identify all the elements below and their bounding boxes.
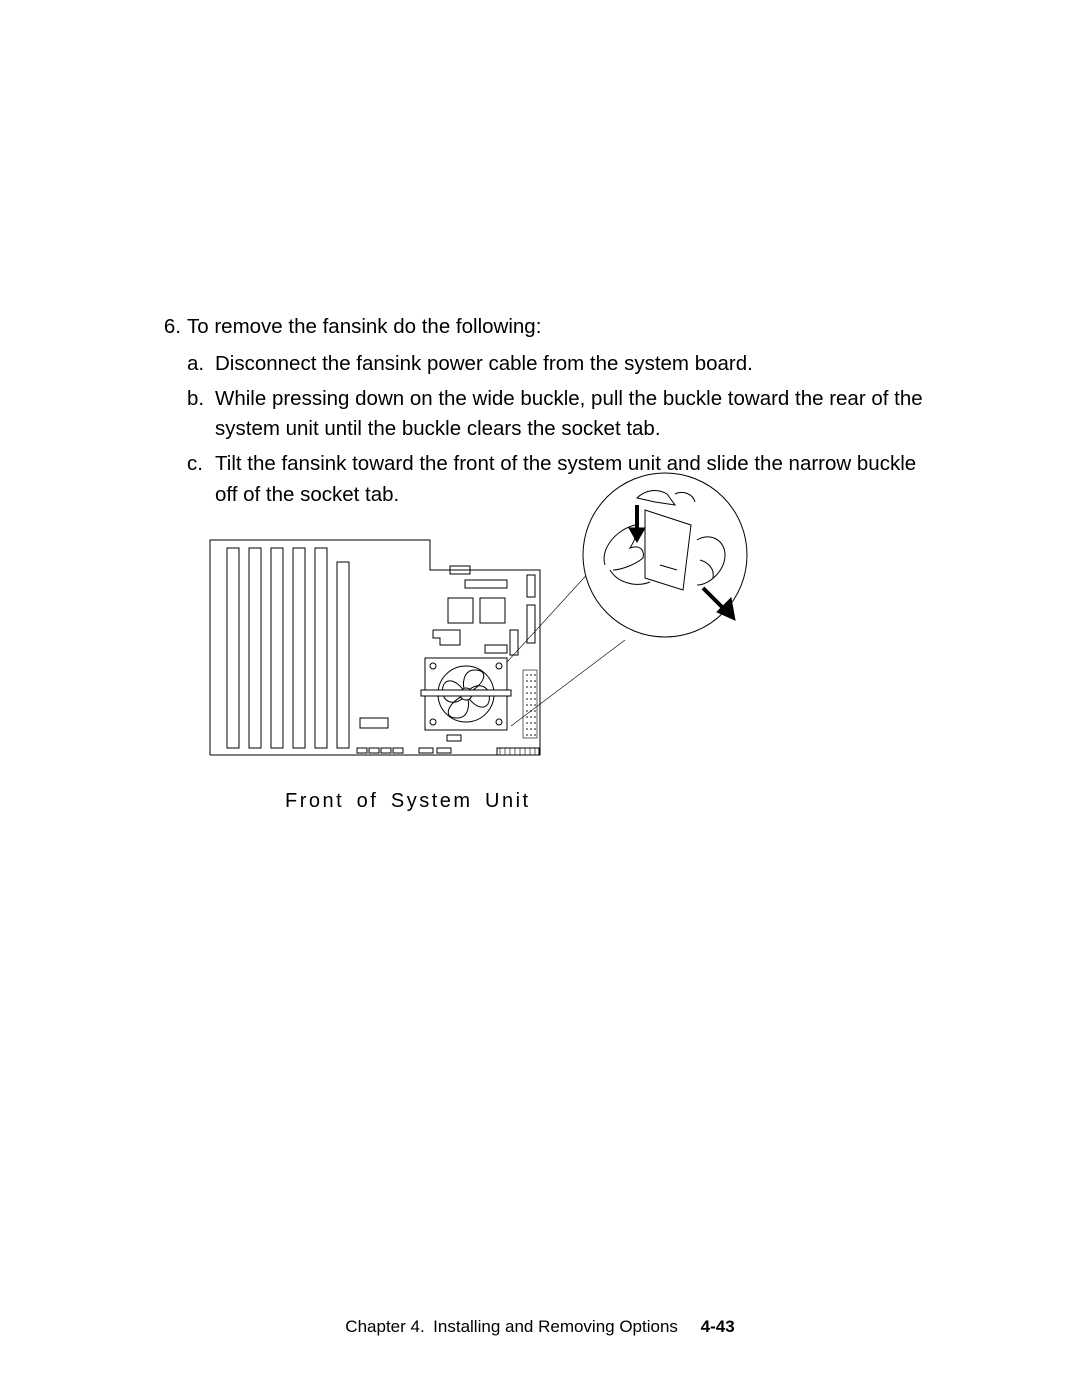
page-footer: Chapter 4. Installing and Removing Optio…	[0, 1317, 1080, 1337]
list-text-6: To remove the fansink do the following:	[187, 312, 925, 343]
footer-chapter: Chapter 4. Installing and Removing Optio…	[345, 1317, 678, 1336]
list-num-a: a.	[187, 349, 215, 380]
list-text-b: While pressing down on the wide buckle, …	[215, 384, 925, 446]
list-text-a: Disconnect the fansink power cable from …	[215, 349, 925, 380]
list-item-a: a. Disconnect the fansink power cable fr…	[187, 349, 925, 380]
footer-page-number: 4-43	[701, 1317, 735, 1336]
list-num-6: 6.	[155, 312, 187, 343]
page: 6. To remove the fansink do the followin…	[0, 0, 1080, 1397]
diagram-figure	[205, 470, 765, 770]
figure-caption: Front of System Unit	[285, 790, 531, 813]
list-item-6: 6. To remove the fansink do the followin…	[155, 312, 925, 343]
list-item-b: b. While pressing down on the wide buckl…	[187, 384, 925, 446]
motherboard-diagram-icon	[205, 470, 765, 770]
list-num-b: b.	[187, 384, 215, 415]
